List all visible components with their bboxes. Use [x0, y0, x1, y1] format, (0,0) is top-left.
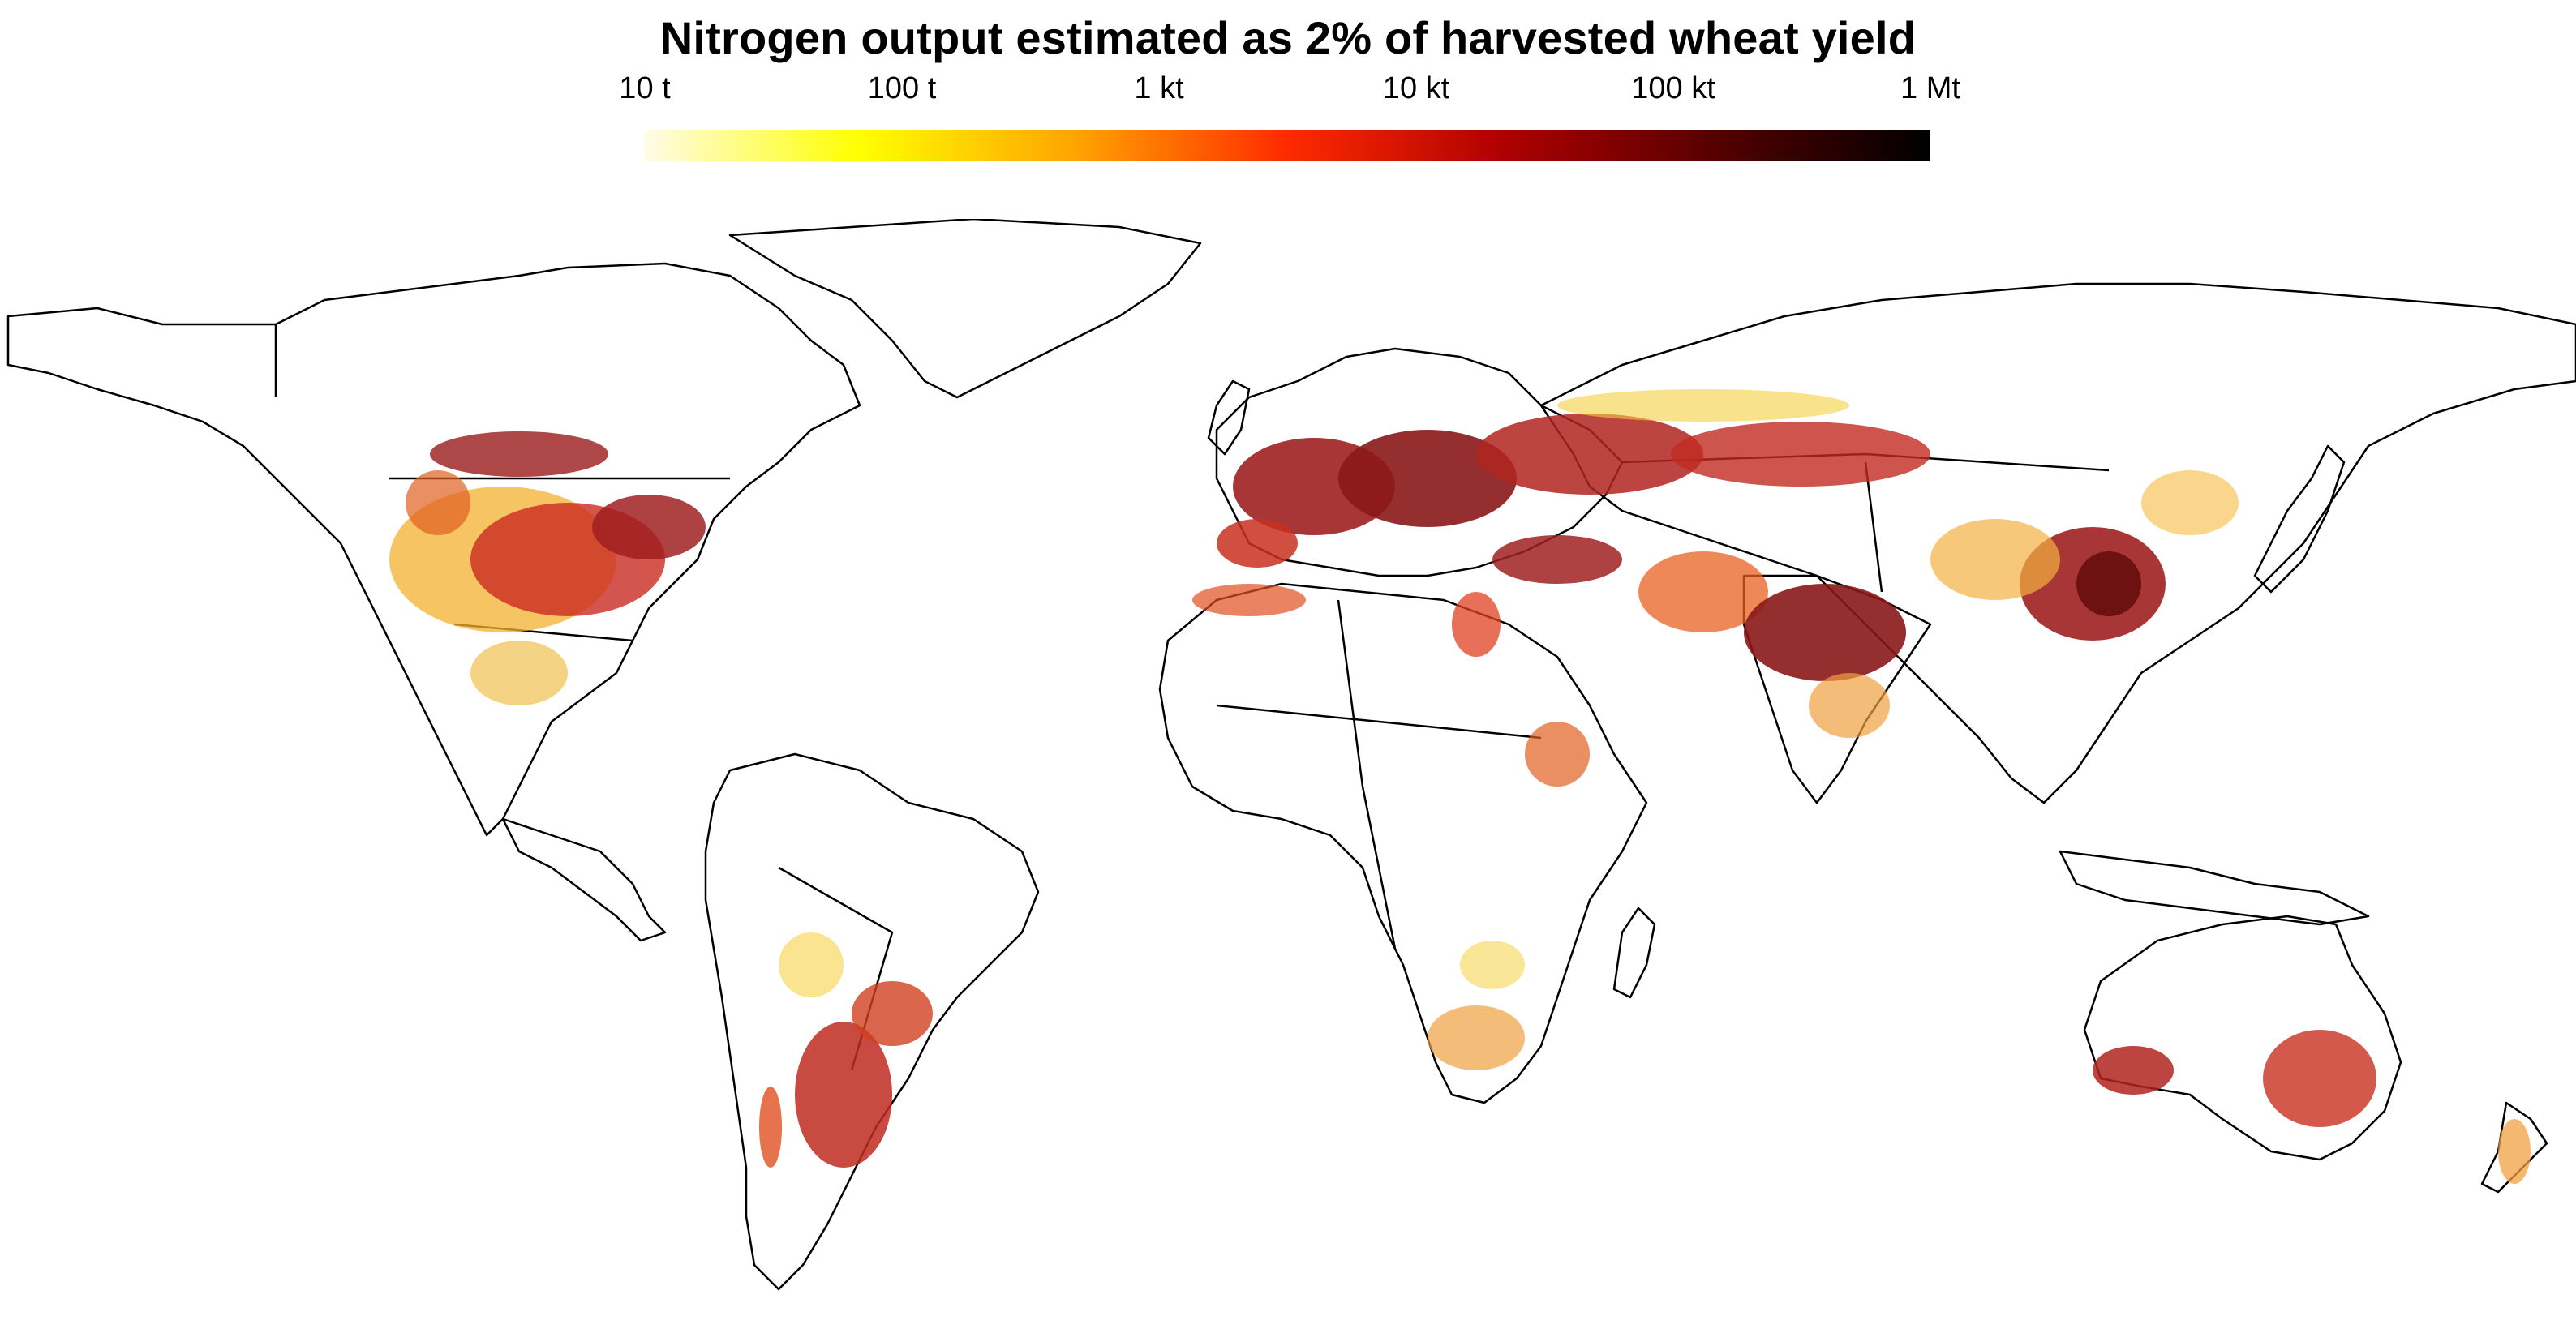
region-ethiopia	[1525, 722, 1590, 787]
legend-tick-label: 100 t	[867, 71, 937, 105]
region-bolivia	[779, 932, 844, 997]
wheat-nitrogen-regions	[389, 389, 2531, 1184]
africa-outline	[1158, 582, 1648, 1104]
legend-tick-label: 10 kt	[1382, 71, 1450, 105]
uk-outline	[1207, 379, 1251, 456]
central-america-outline	[501, 817, 667, 942]
region-iran	[1638, 551, 1768, 632]
asia-border-2	[1864, 461, 1883, 593]
region-us-west	[406, 470, 470, 535]
region-central-india	[1809, 673, 1890, 738]
legend-tick-label: 1 kt	[1134, 71, 1184, 105]
region-egypt	[1452, 592, 1501, 657]
region-new-zealand	[2498, 1119, 2531, 1184]
africa-border-1	[1216, 704, 1542, 740]
indonesia-outline	[2059, 850, 2370, 926]
region-canada-prairies	[430, 431, 608, 477]
region-kazakhstan	[1671, 422, 1930, 487]
region-spain	[1217, 519, 1298, 568]
region-siberia	[1557, 389, 1849, 422]
greenland-outline	[728, 219, 1202, 399]
region-ukraine-russia	[1476, 414, 1703, 495]
region-turkey	[1492, 535, 1622, 584]
asia-outline	[1539, 282, 2576, 804]
legend-tick-labels: 10 t 100 t 1 kt 10 kt 100 kt 1 Mt	[0, 71, 2576, 112]
legend-tick-label: 1 Mt	[1900, 71, 1960, 105]
map-title: Nitrogen output estimated as 2% of harve…	[659, 12, 1917, 63]
region-se-australia	[2263, 1030, 2376, 1127]
region-south-africa	[1428, 1005, 1525, 1070]
north-america-outline	[6, 262, 861, 837]
region-northeast-china	[2141, 470, 2239, 535]
south-america-outline	[704, 752, 1040, 1291]
region-pakistan-india	[1744, 584, 1906, 681]
region-argentina	[795, 1022, 892, 1168]
world-map	[6, 219, 2576, 1291]
region-us-midwest	[592, 495, 706, 559]
color-scale-legend	[645, 130, 1930, 161]
region-chile	[759, 1087, 782, 1168]
region-north-africa	[1192, 584, 1306, 616]
region-south-brazil	[852, 981, 933, 1046]
japan-outline	[2253, 444, 2346, 594]
legend-tick-label: 100 kt	[1631, 71, 1715, 105]
region-central-europe	[1338, 430, 1517, 527]
australia-outline	[2083, 915, 2402, 1161]
region-china-core	[2076, 551, 2141, 616]
region-west-china	[1930, 519, 2060, 600]
legend-gradient-bar	[645, 130, 1930, 161]
region-mexico	[470, 641, 568, 705]
region-sw-australia	[2093, 1046, 2174, 1095]
madagascar-outline	[1612, 907, 1656, 999]
region-zambia	[1460, 941, 1525, 989]
legend-tick-label: 10 t	[619, 71, 671, 105]
land-outlines	[6, 219, 2576, 1291]
africa-border-2	[1337, 599, 1397, 950]
